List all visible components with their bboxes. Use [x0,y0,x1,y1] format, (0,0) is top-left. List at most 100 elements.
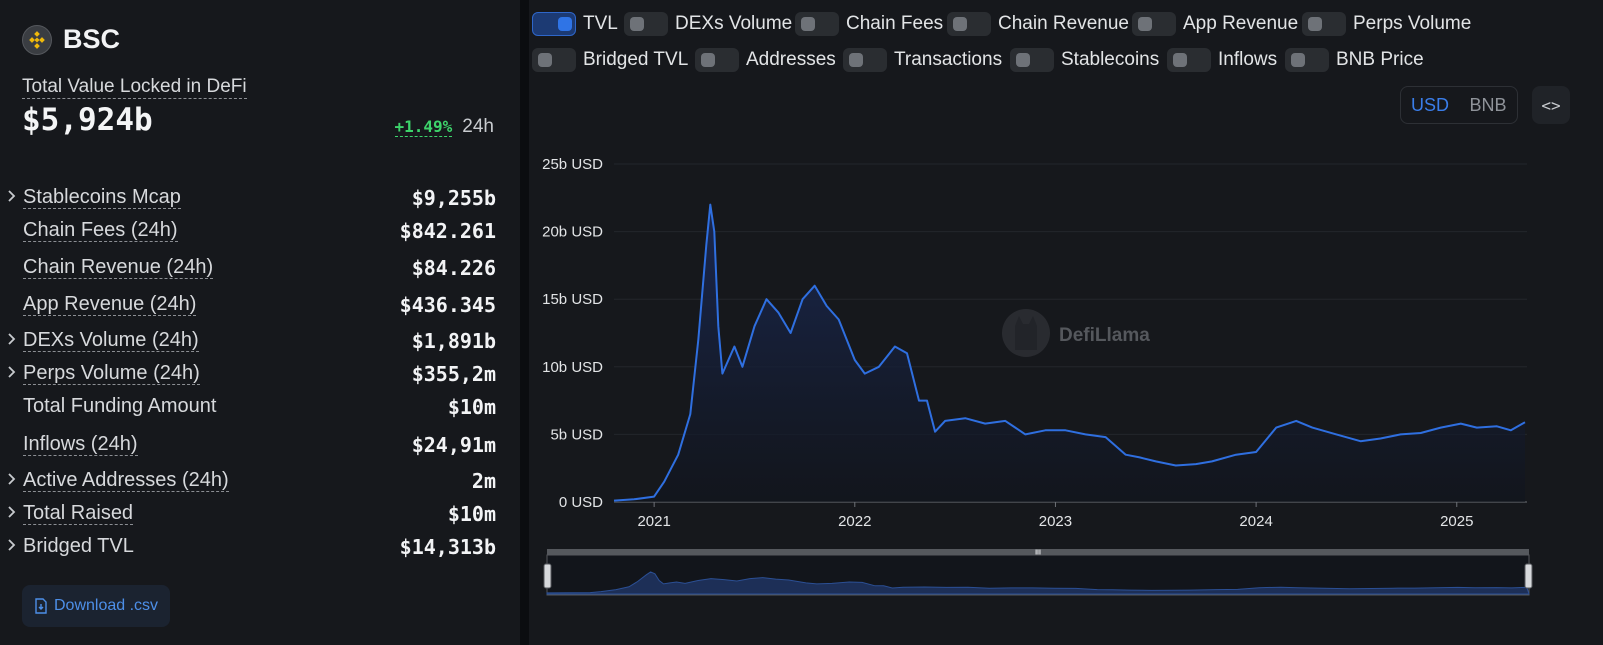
toggle-switch[interactable] [795,12,839,36]
metric-label: Bridged TVL [23,535,134,557]
toggle-label: Transactions [894,49,1003,70]
toggle-label: Inflows [1218,49,1278,70]
metric-label: Chain Fees (24h) [23,219,178,242]
metric-row: App Revenue (24h) $436.345 [0,290,522,320]
toggle-bridged-tvl[interactable]: Bridged TVL [532,48,688,72]
bnb-logo-icon [22,24,52,55]
chevron-right-icon[interactable] [6,329,18,349]
toggle-bnb-price[interactable]: BNB Price [1285,48,1424,72]
toggle-knob [1138,17,1152,31]
toggle-switch[interactable] [624,12,668,36]
toggle-transactions[interactable]: Transactions [843,48,1002,72]
metric-row[interactable]: Bridged TVL $14,313b [0,532,522,562]
tvl-change-percent[interactable]: +1.49% [394,117,453,137]
metric-value: $10m [447,502,496,526]
toggle-stablecoins[interactable]: Stablecoins [1010,48,1159,72]
toggle-switch[interactable] [947,12,991,36]
metric-label: Stablecoins Mcap [23,186,181,209]
toggle-label: App Revenue [1183,13,1299,34]
metric-row: Chain Fees (24h) $842.261 [0,216,522,246]
chevron-right-icon[interactable] [6,535,18,555]
chain-name: BSC [63,24,121,54]
toggle-knob [630,17,644,31]
metric-value: $436.345 [399,293,496,317]
chevron-right-icon[interactable] [6,502,18,522]
metric-value: $84.226 [411,256,496,280]
y-tick-label: 10b USD [542,359,603,376]
metric-row: Inflows (24h) $24,91m [0,430,522,460]
metric-label: Total Funding Amount [23,395,217,417]
toggle-knob [801,17,815,31]
toggle-knob [1173,53,1187,67]
toggle-tvl[interactable]: TVL [532,12,618,36]
metric-row[interactable]: Perps Volume (24h) $355,2m [0,359,522,389]
metric-label: Total Raised [23,502,134,525]
metric-row[interactable]: DEXs Volume (24h) $1,891b [0,326,522,356]
x-tick-label: 2022 [838,513,871,530]
y-tick-label: 0 USD [559,494,603,511]
metric-label: Perps Volume (24h) [23,362,200,385]
toggle-label: Stablecoins [1061,49,1160,70]
toggle-knob [538,53,552,67]
toggle-label: Perps Volume [1353,13,1472,34]
x-tick-label: 2024 [1239,513,1272,530]
metric-value: $14,313b [399,535,496,559]
metric-label: Active Addresses (24h) [23,469,229,492]
metric-value: $24,91m [411,433,496,457]
tvl-label[interactable]: Total Value Locked in DeFi [22,76,247,99]
embed-code-button[interactable]: <> [1532,86,1570,124]
tvl-line [613,203,1526,502]
download-csv-label: Download .csv [54,597,159,614]
toggle-chain-fees[interactable]: Chain Fees [795,12,943,36]
toggle-inflows[interactable]: Inflows [1167,48,1277,72]
brush-center-handle: III [1035,550,1041,557]
toggle-knob [953,17,967,31]
metric-row[interactable]: Total Raised $10m [0,499,522,529]
download-csv-button[interactable]: Download .csv [22,585,171,627]
defillama-watermark [1002,309,1050,357]
brush-mini-area [546,571,1530,595]
metric-label: App Revenue (24h) [23,293,197,316]
toggle-switch[interactable] [695,48,739,72]
toggle-switch[interactable] [1010,48,1054,72]
toggle-dexs-volume[interactable]: DEXs Volume [624,12,792,36]
toggle-label: Bridged TVL [583,49,689,70]
toggle-perps-volume[interactable]: Perps Volume [1302,12,1471,36]
toggle-switch[interactable] [532,48,576,72]
toggle-knob [849,53,863,67]
chain-header: BSC [22,24,120,55]
toggle-switch[interactable] [532,12,576,36]
chart-panel: TVL DEXs Volume Chain Fees Chain Revenue App… [529,0,1603,645]
currency-bnb-button[interactable]: BNB [1469,94,1507,115]
metric-value: $1,891b [411,329,496,353]
y-tick-label: 25b USD [542,156,603,173]
toggle-label: DEXs Volume [675,13,793,34]
metric-label: DEXs Volume (24h) [23,329,199,352]
chevron-right-icon[interactable] [6,469,18,489]
metric-label: Chain Revenue (24h) [23,256,214,279]
toggle-chain-revenue[interactable]: Chain Revenue [947,12,1129,36]
metric-row[interactable]: Stablecoins Mcap $9,255b [0,183,522,213]
toggle-addresses[interactable]: Addresses [695,48,836,72]
toggle-switch[interactable] [1285,48,1329,72]
toggle-knob [1016,53,1030,67]
metric-label: Inflows (24h) [23,433,138,456]
toggle-app-revenue[interactable]: App Revenue [1132,12,1298,36]
currency-usd-button[interactable]: USD [1410,94,1449,115]
x-tick-label: 2021 [637,513,670,530]
toggle-switch[interactable] [1167,48,1211,72]
toggle-knob [558,17,572,31]
toggle-switch[interactable] [1132,12,1176,36]
toggle-switch[interactable] [843,48,887,72]
toggle-knob [1291,53,1305,67]
metric-value: 2m [471,469,496,493]
metric-value: $9,255b [411,186,496,210]
metric-value: $10m [447,395,496,419]
toggle-switch[interactable] [1302,12,1346,36]
chevron-right-icon[interactable] [6,186,18,206]
chevron-right-icon[interactable] [6,362,18,382]
brush-top-bar [547,549,1529,556]
tvl-change-period: 24h [462,116,494,137]
metric-row[interactable]: Active Addresses (24h) 2m [0,466,522,496]
toggle-label: Addresses [746,49,836,70]
